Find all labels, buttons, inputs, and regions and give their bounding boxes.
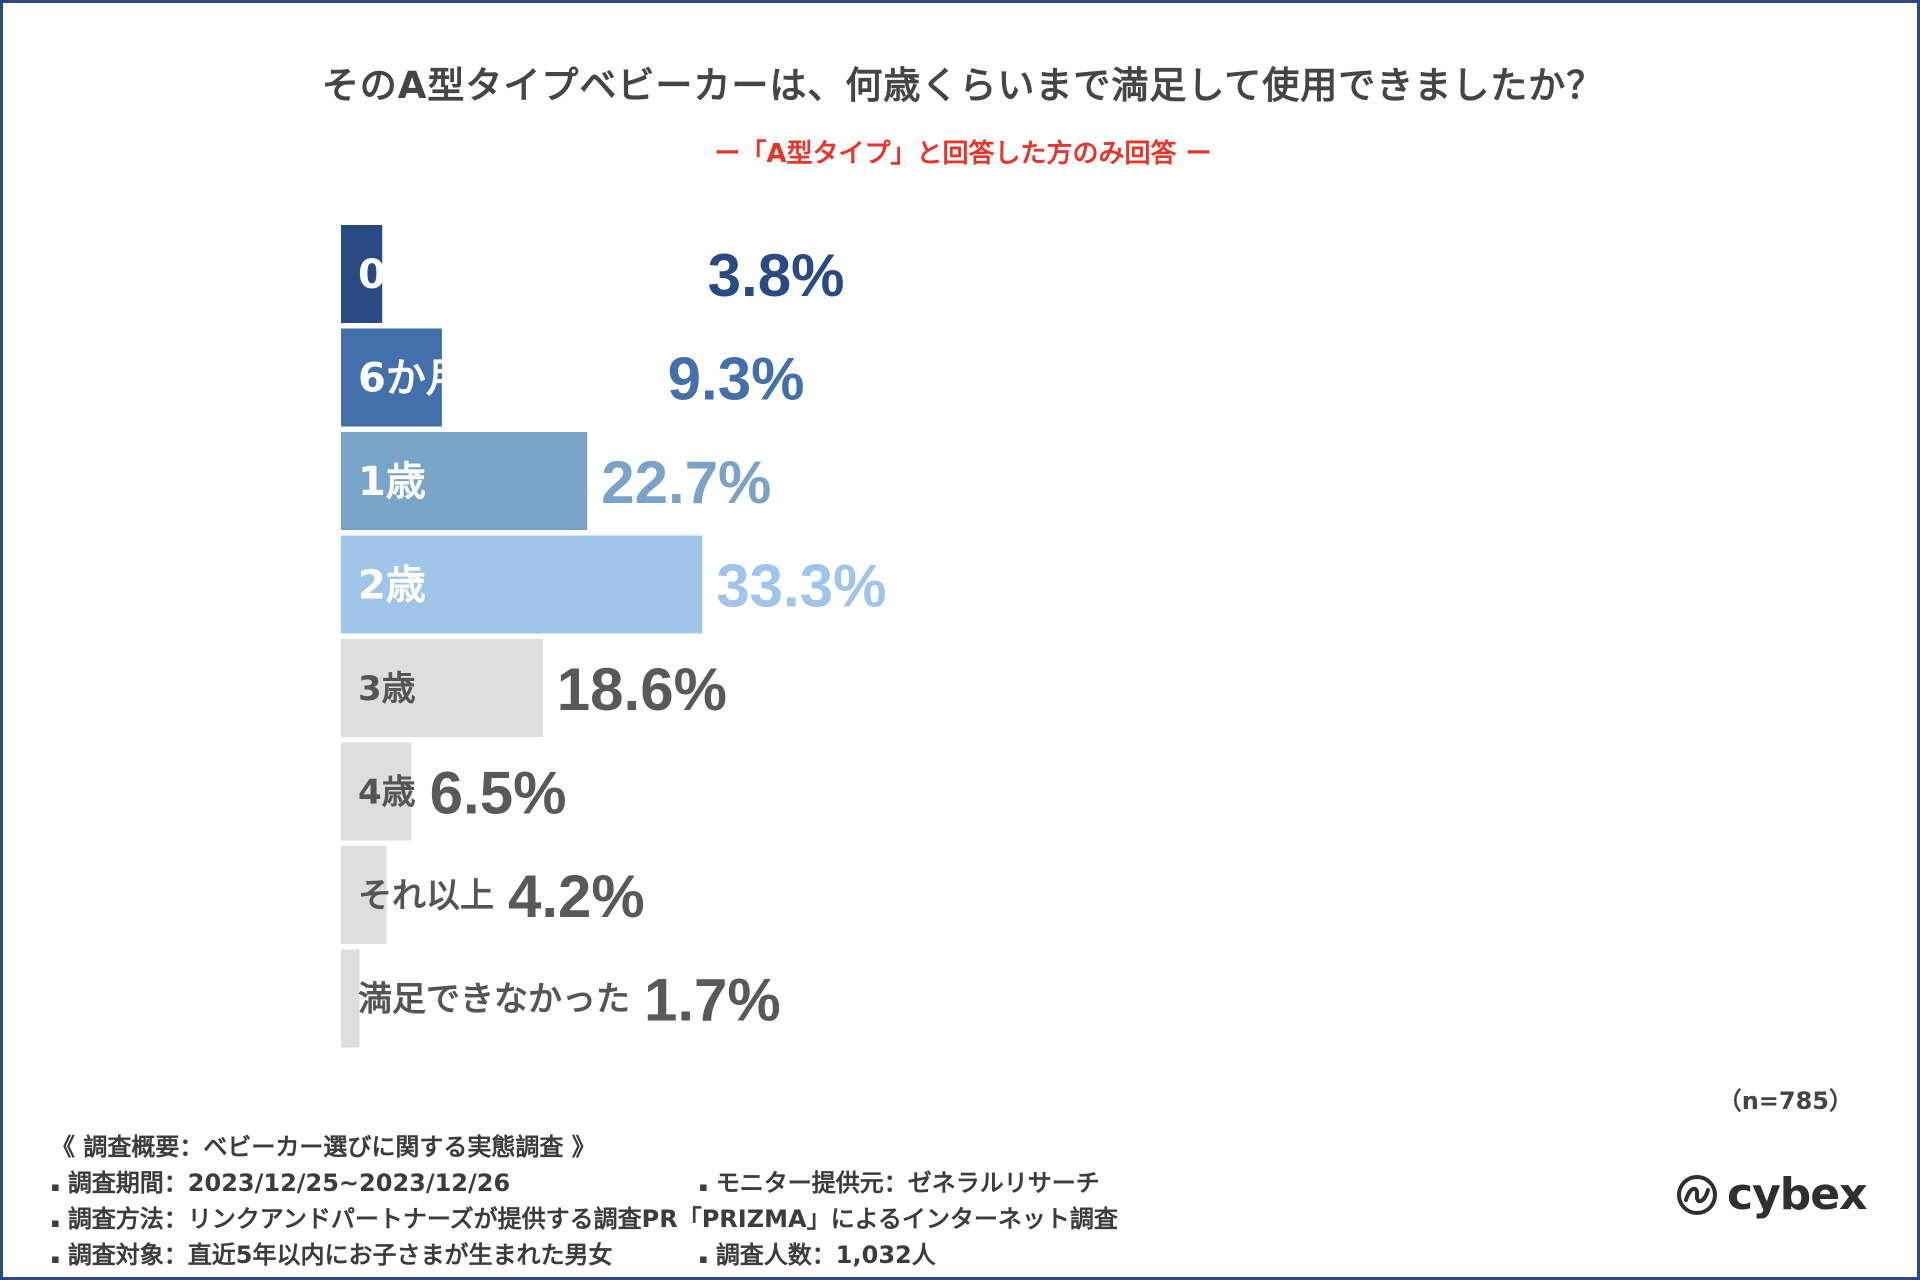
chart-subtitle: ー「A型タイプ」と回答した方のみ回答 ー	[714, 139, 1212, 169]
bullet-icon: ▪	[699, 1252, 708, 1267]
bullet-icon: ▪	[51, 1216, 60, 1231]
value-label: 6.5%	[430, 760, 567, 827]
chart-title: そのA型タイプベビーカーは、何歳くらいまで満足して使用できましたか？	[321, 64, 1605, 107]
bar-chart: 0か月〜6か月未満 3.8% 6か月〜1歳未満 9.3% 1歳 22.7% 2歳 33.3% 3…	[341, 225, 886, 1048]
bar	[341, 432, 588, 530]
bar	[341, 846, 387, 944]
category-label: 1歳	[358, 459, 426, 505]
category-label: 3歳	[358, 669, 416, 709]
survey-period: 調査期間：2023/12/25~2023/12/26	[67, 1169, 511, 1197]
bar	[341, 535, 703, 634]
sample-size-note: （n=785）	[1717, 1087, 1853, 1115]
value-label: 3.8%	[708, 242, 845, 309]
survey-method-line: ▪ 調査方法：リンクアンドパートナーズが提供する調査PR「PRIZMA」によるイン…	[51, 1201, 1551, 1237]
bullet-icon: ▪	[699, 1180, 708, 1195]
cybex-logo-icon	[1677, 1175, 1717, 1215]
category-label: 2歳	[358, 563, 426, 609]
value-label: 4.2%	[508, 863, 645, 930]
category-label: 0か月〜6か月未満	[358, 252, 694, 298]
brand-logo: cybex	[1675, 1167, 1867, 1223]
bullet-icon: ▪	[51, 1180, 60, 1195]
survey-target-line: ▪ 調査対象：直近5年以内にお子さまが生まれた男女 ▪ 調査人数：1,032人	[51, 1237, 1551, 1273]
survey-target: 調査対象：直近5年以内にお子さまが生まれた男女	[67, 1241, 613, 1269]
bar	[341, 639, 543, 737]
survey-period-line: ▪ 調査期間：2023/12/25~2023/12/26 ▪ モニター提供元：ゼネラ…	[51, 1165, 1551, 1201]
bar	[341, 742, 412, 841]
value-label: 18.6%	[557, 656, 727, 723]
value-label: 22.7%	[601, 449, 771, 516]
value-label: 33.3%	[716, 553, 886, 620]
bar	[341, 949, 360, 1048]
bar	[341, 328, 442, 427]
survey-count: 調査人数：1,032人	[715, 1241, 936, 1269]
category-label: 6か月〜1歳未満	[358, 356, 654, 402]
bar	[341, 225, 383, 323]
survey-method: 調査方法：リンクアンドパートナーズが提供する調査PR「PRIZMA」によるインタ…	[67, 1205, 1118, 1233]
survey-heading-line: 《 調査概要：ベビーカー選びに関する実態調査 》	[51, 1129, 1551, 1165]
category-label: 満足できなかった	[358, 980, 630, 1020]
survey-heading: 《 調査概要：ベビーカー選びに関する実態調査 》	[51, 1133, 596, 1161]
value-label: 1.7%	[644, 967, 781, 1034]
category-label: 4歳	[358, 773, 416, 813]
bullet-icon: ▪	[51, 1252, 60, 1267]
value-label: 9.3%	[668, 346, 805, 413]
category-label: それ以上	[358, 876, 494, 916]
logo-text: cybex	[1727, 1169, 1867, 1220]
survey-summary: 《 調査概要：ベビーカー選びに関する実態調査 》 ▪ 調査期間：2023/12/2…	[51, 1129, 1551, 1273]
survey-provider: モニター提供元：ゼネラルリサーチ	[715, 1169, 1100, 1197]
